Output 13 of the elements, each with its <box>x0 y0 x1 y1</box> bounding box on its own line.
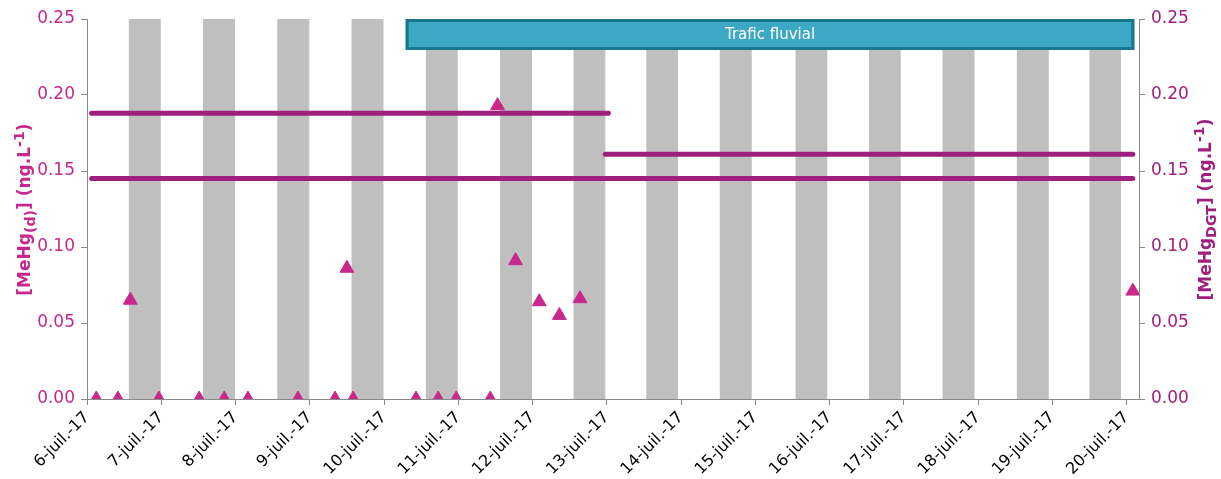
y-tick-label: 0.10 <box>37 235 75 256</box>
y-tick-label: 0.00 <box>37 387 75 408</box>
y2-tick-label: 0.25 <box>1151 7 1189 28</box>
y2-tick-label: 0.05 <box>1151 311 1189 332</box>
y-tick-label: 0.20 <box>37 83 75 104</box>
y2-tick-label: 0.10 <box>1151 235 1189 256</box>
y-tick-label: 0.15 <box>37 159 75 180</box>
y-tick-label: 0.25 <box>37 7 75 28</box>
y-tick-label: 0.05 <box>37 311 75 332</box>
band-label: Trafic fluvial <box>723 24 816 43</box>
y2-tick-label: 0.00 <box>1151 387 1189 408</box>
y2-tick-label: 0.20 <box>1151 83 1189 104</box>
y2-tick-label: 0.15 <box>1151 159 1189 180</box>
